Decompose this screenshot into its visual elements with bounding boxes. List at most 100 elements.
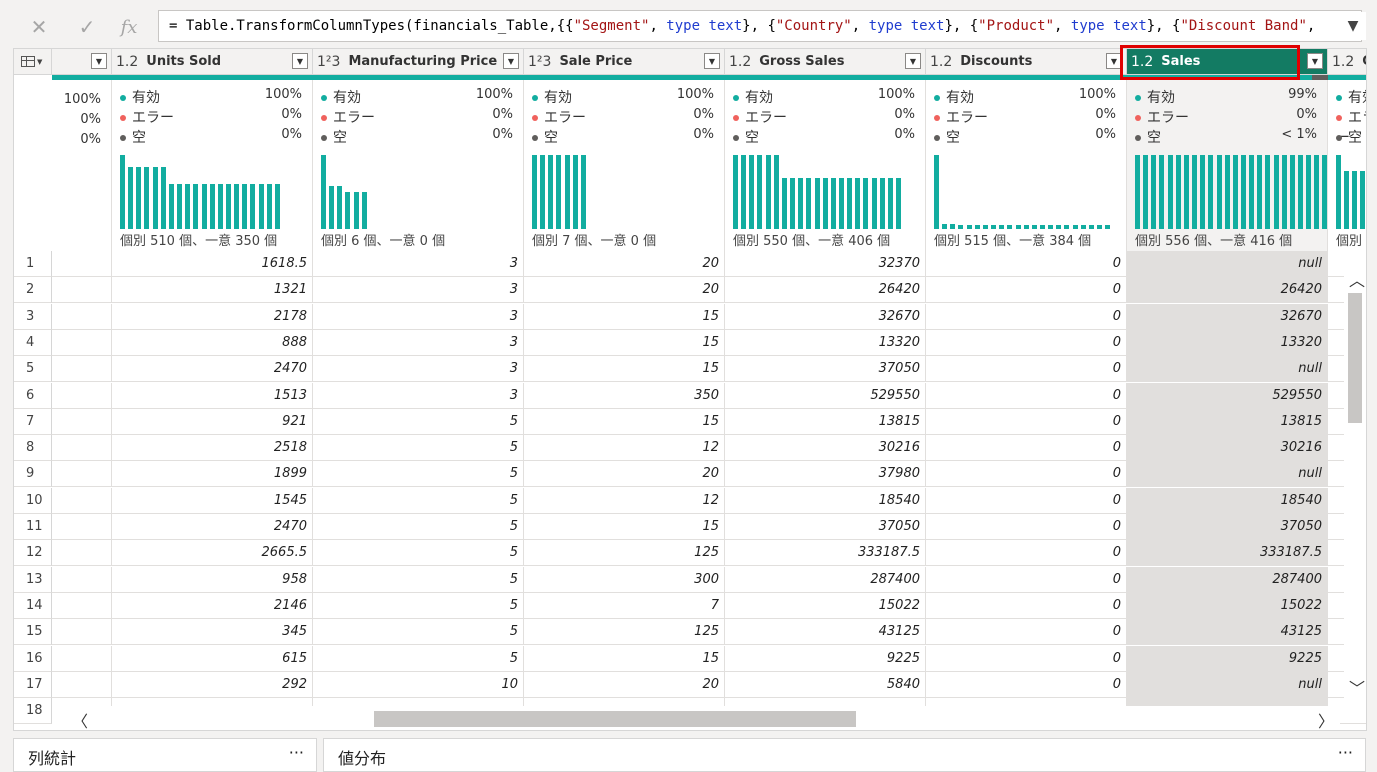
table-cell[interactable] (52, 619, 112, 646)
table-cell[interactable]: 2178 (112, 303, 313, 330)
table-cell[interactable]: 26420 (725, 277, 926, 304)
column-header-manufacturing-price[interactable]: 1²3 Manufacturing Price ▼ (313, 49, 524, 75)
type-icon[interactable]: 1²3 (317, 53, 341, 70)
fx-icon[interactable]: fx (120, 16, 138, 38)
table-cell[interactable]: 0 (926, 435, 1127, 462)
table-menu-button[interactable]: ▼ (14, 49, 52, 75)
table-cell[interactable] (52, 487, 112, 514)
table-cell[interactable]: 921 (112, 408, 313, 435)
table-cell[interactable]: 0 (926, 645, 1127, 672)
table-cell[interactable]: 0 (926, 356, 1127, 383)
table-cell[interactable]: 2665.5 (112, 540, 313, 567)
table-cell[interactable]: null (1127, 356, 1328, 383)
table-cell[interactable]: 287400 (725, 566, 926, 593)
table-cell[interactable]: 13815 (725, 408, 926, 435)
table-cell[interactable]: 2518 (112, 435, 313, 462)
table-cell[interactable]: 15 (524, 329, 725, 356)
table-cell[interactable]: 5840 (725, 671, 926, 698)
row-number[interactable]: 7 (14, 408, 52, 435)
table-cell[interactable] (52, 277, 112, 304)
row-number[interactable]: 12 (14, 540, 52, 567)
row-number[interactable]: 13 (14, 566, 52, 593)
table-cell[interactable]: 18540 (1127, 487, 1328, 514)
table-cell[interactable]: 3 (313, 329, 524, 356)
table-cell[interactable]: 12 (524, 435, 725, 462)
table-cell[interactable]: 0 (926, 303, 1127, 330)
vertical-scrollbar[interactable]: ︿ ﹀ (1344, 259, 1366, 699)
table-cell[interactable]: 5 (313, 461, 524, 488)
scroll-left-icon[interactable]: 〈 (72, 712, 89, 731)
table-cell[interactable]: 3 (313, 303, 524, 330)
table-cell[interactable]: 615 (112, 645, 313, 672)
column-header-discounts[interactable]: 1.2 Discounts ▼ (926, 49, 1127, 75)
dropdown-icon[interactable]: ▼ (704, 53, 720, 69)
row-number[interactable]: 18 (14, 698, 52, 725)
scroll-up-icon[interactable]: ︿ (1349, 271, 1366, 290)
table-cell[interactable]: 0 (926, 277, 1127, 304)
type-icon[interactable]: 1.2 (1131, 53, 1154, 70)
table-cell[interactable]: 20 (524, 461, 725, 488)
table-cell[interactable]: 0 (926, 514, 1127, 540)
column-header-sales[interactable]: 1.2 Sales ▼ (1127, 49, 1328, 75)
table-cell[interactable]: 10 (313, 671, 524, 698)
table-cell[interactable]: 15 (524, 303, 725, 330)
scroll-right-icon[interactable]: 〉 (1317, 712, 1334, 731)
table-cell[interactable]: 888 (112, 329, 313, 356)
formula-input[interactable]: = Table.TransformColumnTypes(financials_… (158, 10, 1362, 42)
table-cell[interactable] (52, 329, 112, 356)
table-cell[interactable]: 125 (524, 540, 725, 567)
row-number[interactable]: 8 (14, 435, 52, 462)
table-cell[interactable]: 0 (926, 540, 1127, 567)
horizontal-scrollbar[interactable]: 〈 〉 (52, 706, 1340, 731)
table-cell[interactable]: 0 (926, 592, 1127, 619)
table-cell[interactable]: 20 (524, 277, 725, 304)
scroll-down-icon[interactable]: ﹀ (1349, 679, 1366, 698)
table-cell[interactable]: 37050 (725, 356, 926, 383)
row-number[interactable]: 17 (14, 671, 52, 698)
table-cell[interactable]: 32370 (725, 251, 926, 277)
table-cell[interactable]: 1899 (112, 461, 313, 488)
table-cell[interactable]: 5 (313, 514, 524, 540)
table-cell[interactable] (52, 566, 112, 593)
table-cell[interactable]: 26420 (1127, 277, 1328, 304)
close-icon[interactable]: ✕ (30, 15, 48, 39)
table-cell[interactable] (52, 382, 112, 409)
table-cell[interactable]: 20 (524, 671, 725, 698)
more-icon[interactable]: ··· (1337, 743, 1353, 762)
type-icon[interactable]: 1.2 (1332, 53, 1355, 70)
table-cell[interactable] (52, 408, 112, 435)
table-cell[interactable]: 15022 (725, 592, 926, 619)
table-cell[interactable]: 333187.5 (725, 540, 926, 567)
table-cell[interactable]: 125 (524, 619, 725, 646)
table-cell[interactable]: 32670 (725, 303, 926, 330)
table-cell[interactable]: 15 (524, 356, 725, 383)
table-cell[interactable]: 5 (313, 619, 524, 646)
table-cell[interactable]: null (1127, 251, 1328, 277)
row-number[interactable]: 4 (14, 329, 52, 356)
column-header-c[interactable]: 1.2 C (1328, 49, 1366, 75)
row-number[interactable]: 6 (14, 382, 52, 409)
column-header-sale-price[interactable]: 1²3 Sale Price ▼ (524, 49, 725, 75)
table-cell[interactable]: 1618.5 (112, 251, 313, 277)
table-cell[interactable]: 958 (112, 566, 313, 593)
table-cell[interactable]: 5 (313, 645, 524, 672)
table-cell[interactable]: 292 (112, 671, 313, 698)
table-cell[interactable]: 0 (926, 566, 1127, 593)
table-cell[interactable]: 0 (926, 619, 1127, 646)
table-cell[interactable]: 3 (313, 382, 524, 409)
table-cell[interactable] (52, 514, 112, 540)
row-number[interactable]: 15 (14, 619, 52, 646)
row-number[interactable]: 14 (14, 592, 52, 619)
more-icon[interactable]: ··· (288, 743, 304, 762)
type-icon[interactable]: 1.2 (116, 53, 139, 70)
table-cell[interactable]: 0 (926, 487, 1127, 514)
table-cell[interactable]: 5 (313, 435, 524, 462)
table-cell[interactable]: 529550 (725, 382, 926, 409)
table-cell[interactable]: 0 (926, 382, 1127, 409)
table-cell[interactable]: 30216 (725, 435, 926, 462)
table-cell[interactable]: 30216 (1127, 435, 1328, 462)
table-cell[interactable]: 9225 (1127, 645, 1328, 672)
table-cell[interactable] (52, 540, 112, 567)
table-cell[interactable] (52, 645, 112, 672)
table-cell[interactable]: 20 (524, 251, 725, 277)
